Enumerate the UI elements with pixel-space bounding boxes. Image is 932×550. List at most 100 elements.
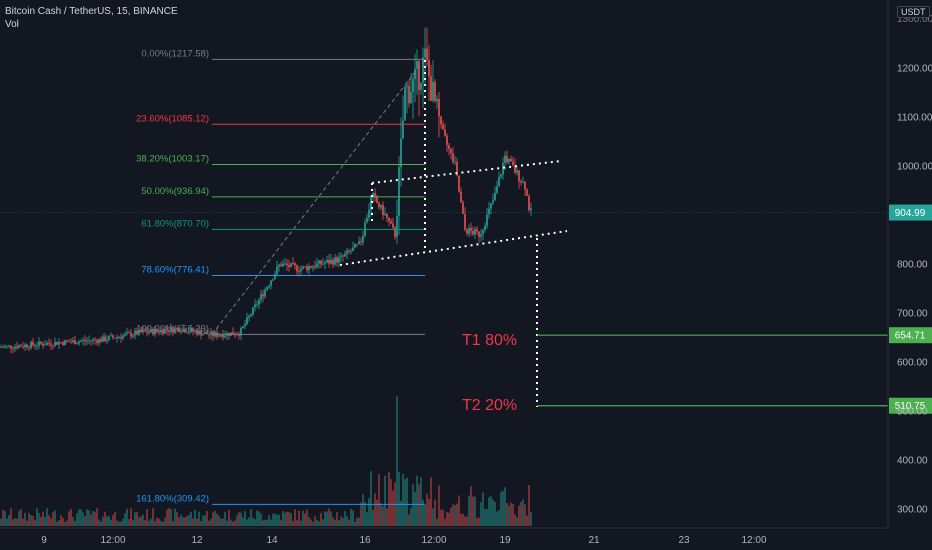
volume-bar	[390, 479, 392, 526]
price-tick-label: 600.00	[897, 358, 928, 369]
volume-bar	[406, 477, 408, 526]
candle-body	[124, 333, 126, 336]
candle-body	[436, 99, 438, 102]
candle-body	[8, 345, 10, 347]
volume-bar	[204, 515, 206, 526]
volume-bar	[22, 518, 24, 526]
candle-body	[56, 341, 58, 345]
volume-bar	[102, 516, 104, 526]
volume-bar	[40, 516, 42, 526]
candle-body	[522, 181, 524, 183]
candle-body	[348, 250, 350, 252]
volume-bar	[338, 520, 340, 526]
volume-bar	[334, 519, 336, 526]
candle-body	[378, 202, 380, 208]
candle-body	[374, 193, 376, 197]
candle-body	[258, 299, 260, 305]
volume-bar	[432, 508, 434, 526]
candle-body	[386, 213, 388, 219]
volume-bar	[258, 511, 260, 526]
wedge-pattern-drawing[interactable]	[339, 60, 568, 407]
volume-bar	[134, 512, 136, 526]
candle-body	[400, 138, 402, 168]
candle-body	[342, 255, 344, 257]
candle-body	[250, 314, 252, 316]
volume-bar	[410, 507, 412, 526]
volume-bar	[262, 520, 264, 526]
candle-body	[278, 264, 280, 267]
volume-bar	[332, 517, 334, 526]
volume-bar	[214, 510, 216, 526]
candle-body	[254, 304, 256, 308]
target-levels[interactable]: 654.71 T1 80% 510.75 T2 20%	[462, 327, 932, 414]
candle-body	[384, 213, 386, 216]
unit-badge: USDT	[897, 6, 930, 18]
volume-bar	[384, 475, 386, 526]
volume-bar	[66, 520, 68, 526]
volume-bar	[336, 512, 338, 526]
volume-bar	[376, 499, 378, 526]
volume-bar	[512, 503, 514, 526]
fib-level-label: 23.60%(1085.12)	[136, 113, 209, 124]
candle-body	[336, 257, 338, 263]
volume-bar	[170, 509, 172, 526]
volume-bar	[228, 509, 230, 526]
volume-bar	[80, 509, 82, 526]
target-badge-value: 654.71	[895, 331, 926, 342]
volume-bar	[314, 516, 316, 526]
price-tick-label: 300.00	[897, 505, 928, 516]
fibonacci-retracement[interactable]: 0.00%(1217.58) 23.60%(1085.12) 38.20%(1003…	[136, 48, 426, 505]
candle-body	[46, 342, 48, 346]
candle-body	[106, 339, 108, 342]
candle-body	[476, 229, 478, 232]
volume-bar	[482, 492, 484, 526]
candle-body	[280, 264, 282, 267]
volume-bar	[300, 520, 302, 526]
candle-body	[318, 260, 320, 264]
candle-body	[202, 333, 204, 336]
candle-body	[456, 161, 458, 176]
volume-bar	[326, 511, 328, 526]
time-axis[interactable]: 9 12:00 12 14 16 12:00 19 21 23 12:00	[0, 527, 888, 546]
volume-bar	[210, 518, 212, 526]
candle-body	[354, 244, 356, 248]
volume-bar	[294, 509, 296, 526]
volume-bar	[418, 484, 420, 526]
volume-bar	[358, 517, 360, 526]
candle-body	[344, 253, 346, 257]
candle-body	[252, 307, 254, 315]
volume-bar	[158, 518, 160, 526]
volume-bar	[324, 511, 326, 526]
price-axis[interactable]: 1200.001100.001000.00900.00800.00700.006…	[0, 0, 932, 528]
volume-bar	[146, 509, 148, 526]
volume-bar	[118, 521, 120, 526]
volume-bar	[122, 518, 124, 526]
candle-body	[274, 273, 276, 280]
time-tick-label: 12:00	[100, 535, 125, 546]
candle-body	[486, 214, 488, 226]
volume-bar	[110, 519, 112, 526]
volume-bar	[412, 484, 414, 526]
candle-body	[130, 332, 132, 337]
volume-bar	[116, 520, 118, 526]
candle-body	[526, 189, 528, 196]
candle-body	[458, 175, 460, 192]
candle-body	[284, 263, 286, 265]
volume-bar	[498, 510, 500, 526]
candle-body	[162, 329, 164, 334]
candle-body	[340, 255, 342, 258]
candle-body	[358, 241, 360, 245]
volume-bar	[274, 513, 276, 526]
volume-bar	[74, 521, 76, 526]
candle-body	[70, 341, 72, 343]
candle-body	[496, 186, 498, 193]
volume-bar	[254, 519, 256, 526]
volume-bar	[494, 501, 496, 526]
candle-body	[208, 334, 210, 336]
volume-bar	[58, 519, 60, 526]
volume-bar	[370, 471, 372, 526]
candle-body	[164, 329, 166, 334]
candle-body	[390, 221, 392, 224]
volume-bar	[64, 521, 66, 526]
